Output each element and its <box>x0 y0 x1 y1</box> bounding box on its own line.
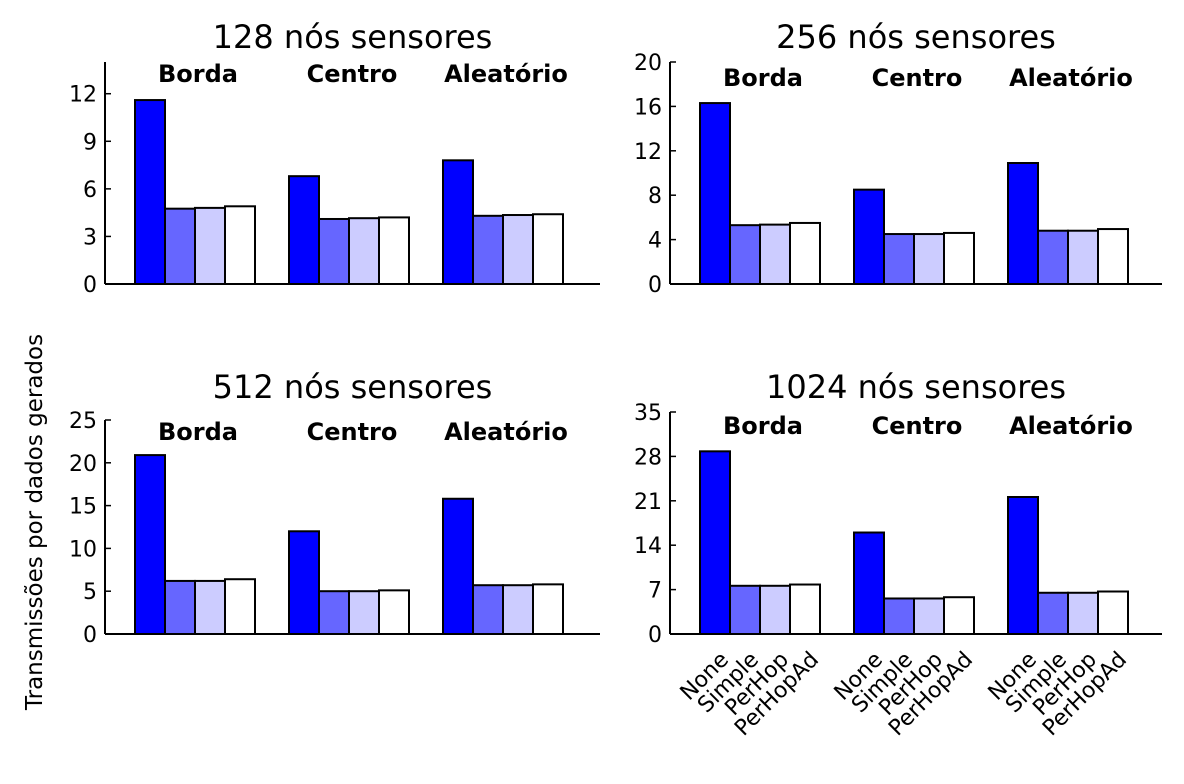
bar-none <box>288 530 320 636</box>
group-label: Aleatório <box>1009 412 1133 440</box>
panel-title: 128 nós sensores <box>213 18 493 56</box>
bar-simple <box>1037 591 1069 635</box>
bar-perhopad <box>943 596 975 635</box>
bar-none <box>699 102 731 285</box>
bar-simple <box>164 579 196 635</box>
bar-none <box>1007 495 1039 635</box>
y-tick-label: 0 <box>83 273 97 298</box>
bar-simple <box>1037 229 1069 285</box>
bar-none <box>853 531 885 635</box>
y-tick-label: 12 <box>69 83 97 108</box>
bar-none <box>134 99 166 285</box>
bar-simple <box>318 590 350 636</box>
bar-perhop <box>759 223 791 286</box>
bar-perhopad <box>789 583 821 635</box>
group-label: Borda <box>723 412 803 440</box>
y-tick-label: 0 <box>648 273 662 298</box>
bar-simple <box>472 214 504 285</box>
bar-perhopad <box>532 583 564 635</box>
y-tick-label: 5 <box>83 580 97 605</box>
y-tick-label: 20 <box>634 51 662 76</box>
chart-panel: 256 nós sensores Borda Centro Aleatório 0 4 8 1… <box>634 18 1162 298</box>
group-label: Centro <box>872 64 963 92</box>
bar-none <box>853 188 885 285</box>
group-label: Aleatório <box>1009 64 1133 92</box>
y-tick-label: 25 <box>69 409 97 434</box>
group-label: Aleatório <box>444 418 568 446</box>
panel-title: 256 nós sensores <box>776 18 1056 56</box>
group-label: Centro <box>307 60 398 88</box>
bar-simple <box>883 233 915 286</box>
y-tick-label: 4 <box>648 229 662 254</box>
bar-perhopad <box>1097 590 1129 636</box>
y-tick-label: 7 <box>648 579 662 604</box>
bar-perhopad <box>378 589 410 635</box>
bar-perhop <box>194 579 226 635</box>
y-tick-label: 15 <box>69 495 97 520</box>
chart-panel: 1024 nós sensores Borda Centro Aleatório 0 7 1… <box>634 368 1162 741</box>
bar-none <box>699 450 731 635</box>
bar-none <box>1007 162 1039 285</box>
bar-simple <box>318 217 350 285</box>
group-label: Borda <box>158 60 238 88</box>
group-label: Borda <box>723 64 803 92</box>
bar-perhop <box>348 590 380 636</box>
bar-perhopad <box>1097 228 1129 285</box>
bar-perhopad <box>378 216 410 285</box>
bar-none <box>134 454 166 636</box>
y-tick-label: 28 <box>634 445 662 470</box>
y-tick-label: 8 <box>648 184 662 209</box>
panel-title: 512 nós sensores <box>213 368 493 406</box>
bar-perhopad <box>943 231 975 286</box>
y-tick-label: 10 <box>69 537 97 562</box>
y-tick-label: 0 <box>648 623 662 648</box>
bar-perhop <box>1067 591 1099 635</box>
bar-simple <box>729 584 761 636</box>
bar-perhop <box>759 584 791 636</box>
chart-panel: 512 nós sensores Borda Centro Aleatório 0 5 10… <box>69 368 600 648</box>
y-tick-label: 35 <box>634 401 662 426</box>
y-tick-label: 12 <box>634 140 662 165</box>
y-tick-label: 6 <box>83 178 97 203</box>
bar-simple <box>729 224 761 285</box>
bar-simple <box>164 207 196 285</box>
group-label: Aleatório <box>444 60 568 88</box>
y-axis-label: Transmissões por dados gerados <box>22 334 48 711</box>
group-label: Borda <box>158 418 238 446</box>
y-tick-label: 16 <box>634 95 662 120</box>
bar-perhopad <box>224 578 256 636</box>
y-tick-label: 9 <box>83 130 97 155</box>
chart-panel: 128 nós sensores Borda Centro Aleatório 0 3 6 9… <box>69 18 600 298</box>
bar-perhop <box>194 206 226 285</box>
bar-none <box>442 497 474 636</box>
bar-perhopad <box>789 221 821 285</box>
bar-perhop <box>913 597 945 635</box>
bar-perhop <box>502 214 534 285</box>
y-tick-label: 3 <box>83 225 97 250</box>
group-label: Centro <box>872 412 963 440</box>
bar-perhop <box>348 217 380 285</box>
bar-simple <box>472 584 504 636</box>
bar-perhopad <box>224 205 256 285</box>
y-tick-label: 14 <box>634 534 662 559</box>
bar-none <box>288 175 320 286</box>
bar-perhopad <box>532 213 564 286</box>
bar-perhop <box>1067 229 1099 285</box>
y-tick-label: 21 <box>634 490 662 515</box>
bar-simple <box>883 597 915 635</box>
bar-none <box>442 159 474 285</box>
bar-perhop <box>502 584 534 636</box>
panel-title: 1024 nós sensores <box>766 368 1066 406</box>
y-tick-label: 20 <box>69 452 97 477</box>
bar-perhop <box>913 233 945 286</box>
group-label: Centro <box>307 418 398 446</box>
y-tick-label: 0 <box>83 623 97 648</box>
